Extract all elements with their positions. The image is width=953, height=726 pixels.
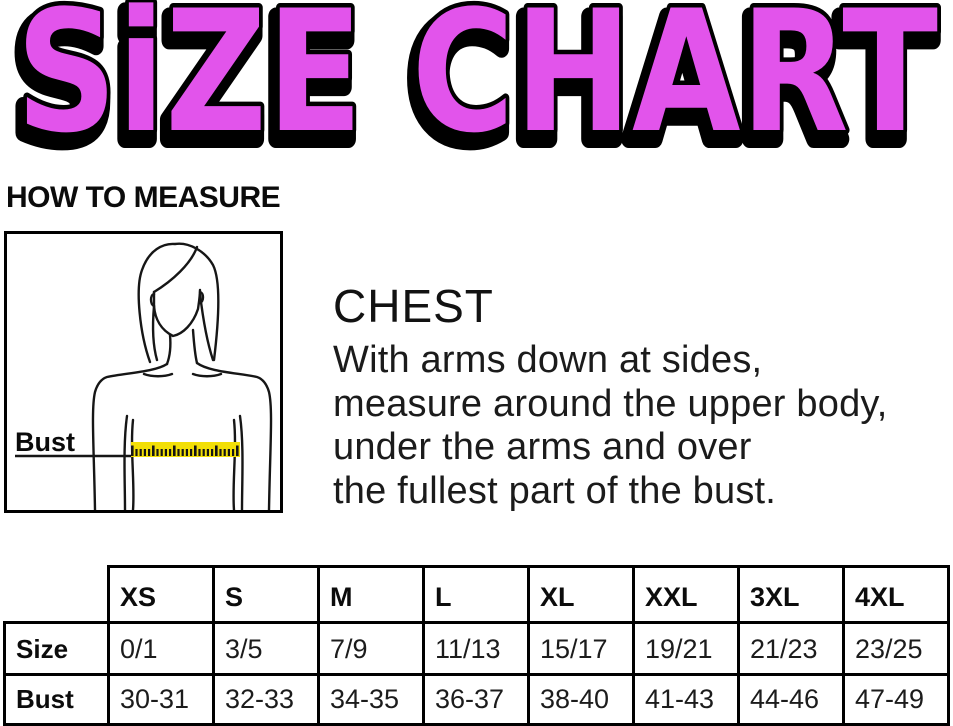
- column-header-xxl: XXL: [632, 565, 740, 624]
- table-corner-blank-cell: [5, 567, 109, 623]
- chest-instructions: CHEST With arms down at sides, measure a…: [333, 282, 888, 513]
- bust-value-cell: 44-46: [737, 673, 845, 726]
- size-value-cell: 23/25: [842, 621, 950, 676]
- bust-value-cell: 30-31: [107, 673, 215, 726]
- row-label-size: Size: [3, 621, 110, 676]
- size-value-cell: 19/21: [632, 621, 740, 676]
- column-header-4xl: 4XL: [842, 565, 950, 624]
- table-row-bust: Bust 30-31 32-33 34-35 36-37 38-40 41-43…: [3, 673, 950, 726]
- bust-value-cell: 47-49: [842, 673, 950, 726]
- table-row-size: Size 0/1 3/5 7/9 11/13 15/17 19/21 21/23…: [3, 621, 950, 676]
- column-header-s: S: [212, 565, 320, 624]
- size-value-cell: 21/23: [737, 621, 845, 676]
- instruction-line: With arms down at sides,: [333, 339, 763, 382]
- bust-value-cell: 41-43: [632, 673, 740, 726]
- chest-heading: CHEST: [333, 280, 494, 332]
- title-shadow-text: SiZE CHART: [12, 0, 934, 158]
- instruction-line: under the arms and over: [333, 426, 752, 469]
- column-header-xs: XS: [107, 565, 215, 624]
- instruction-line: measure around the upper body,: [333, 382, 888, 425]
- instruction-line: the fullest part of the bust.: [333, 469, 777, 512]
- size-table-header-row: XS S M L XL XXL 3XL 4XL: [5, 565, 950, 624]
- size-chart-title: SiZE CHART SiZE CHART: [3, 0, 943, 158]
- measure-diagram-box: Bust: [4, 231, 283, 513]
- measuring-tape: [131, 442, 240, 457]
- size-table: XS S M L XL XXL 3XL 4XL Size 0/1 3/5 7/9…: [3, 565, 950, 726]
- column-header-xl: XL: [527, 565, 635, 624]
- bust-value-cell: 34-35: [317, 673, 425, 726]
- figure-line-art: [91, 242, 273, 510]
- row-label-bust: Bust: [3, 673, 110, 726]
- bust-value-cell: 32-33: [212, 673, 320, 726]
- measuring-tape-ticks: [131, 442, 240, 457]
- size-value-cell: 3/5: [212, 621, 320, 676]
- how-to-measure-heading: HOW TO MEASURE: [6, 181, 281, 214]
- column-header-3xl: 3XL: [737, 565, 845, 624]
- size-value-cell: 0/1: [107, 621, 215, 676]
- size-value-cell: 11/13: [422, 621, 530, 676]
- bust-value-cell: 38-40: [527, 673, 635, 726]
- bust-value-cell: 36-37: [422, 673, 530, 726]
- woman-figure-illustration: Bust: [15, 242, 273, 510]
- size-value-cell: 7/9: [317, 621, 425, 676]
- column-header-l: L: [422, 565, 530, 624]
- bust-label: Bust: [15, 427, 75, 457]
- title-text: SiZE CHART: [16, 0, 938, 158]
- size-value-cell: 15/17: [527, 621, 635, 676]
- column-header-m: M: [317, 565, 425, 624]
